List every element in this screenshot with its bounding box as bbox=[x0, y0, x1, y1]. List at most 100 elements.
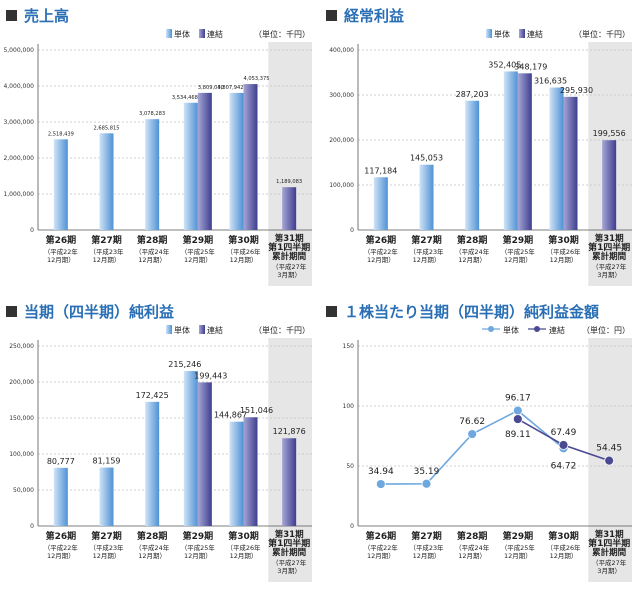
data-label-single: 76.62 bbox=[459, 417, 485, 427]
net-income-panel: 当期（四半期）純利益 0 50,000 100,000 150,000 200,000 2… bbox=[0, 296, 314, 588]
y-tick-label: 50,000 bbox=[13, 487, 34, 494]
unit-label: （単位：円） bbox=[582, 325, 630, 335]
category-sublabel: （平成26年 bbox=[227, 247, 261, 256]
category-sublabel: （平成24年 bbox=[135, 543, 169, 552]
y-tick-label: 200,000 bbox=[9, 379, 34, 386]
category-sublabel: （平成24年 bbox=[455, 543, 489, 552]
ordinary-income-chart: 0 100,000 200,000 300,000 400,000 単体 連結 （単位：千円）… bbox=[329, 29, 632, 286]
category-label: 第29期 bbox=[183, 234, 214, 246]
legend-cons-swatch bbox=[199, 29, 205, 38]
data-label-consolidated: 199,443 bbox=[194, 371, 227, 380]
bar-single bbox=[549, 87, 564, 230]
data-label-consolidated: 4,053,375 bbox=[244, 76, 270, 82]
bar-single bbox=[99, 467, 114, 526]
category-label: 累計期間 bbox=[592, 547, 626, 558]
current-period-shade bbox=[268, 42, 312, 286]
category-label: 第31期 bbox=[275, 233, 304, 244]
point-single bbox=[512, 405, 523, 416]
data-label-single: 64.72 bbox=[551, 461, 577, 471]
square-bullet-icon bbox=[6, 10, 17, 21]
category-sublabel: 12月期） bbox=[458, 256, 486, 264]
category-sublabel: （平成27年 bbox=[272, 558, 306, 567]
category-sublabel: 12月期） bbox=[367, 552, 395, 560]
data-label-single: 3,807,942 bbox=[218, 85, 244, 91]
eps-panel: １株当たり当期（四半期）純利益金額 0 50 100 150 単体 連結 （単位：円） 第26… bbox=[320, 296, 634, 588]
panel-title-text: １株当たり当期（四半期）純利益金額 bbox=[344, 303, 600, 321]
category-sublabel: 3月期） bbox=[597, 567, 621, 575]
unit-label: （単位：千円） bbox=[574, 29, 630, 39]
bar-single bbox=[465, 100, 480, 230]
data-label-single: 144,867 bbox=[214, 411, 247, 420]
bar-single bbox=[229, 421, 244, 526]
category-sublabel: 12月期） bbox=[230, 552, 258, 560]
data-label-consolidated: 151,046 bbox=[240, 406, 273, 415]
data-label-single: 316,635 bbox=[534, 77, 567, 86]
y-tick-label: 100,000 bbox=[9, 451, 34, 458]
category-sublabel: （平成26年 bbox=[547, 543, 581, 552]
y-tick-label: 400,000 bbox=[329, 47, 354, 54]
data-label-consolidated: 67.49 bbox=[551, 428, 577, 438]
y-tick-label: 150 bbox=[343, 343, 355, 350]
category-label: 第31期 bbox=[595, 233, 624, 244]
net-sales-panel: 売上高 0 1,000,000 2,000,000 3,000,000 4,000,00… bbox=[0, 0, 314, 292]
data-label-single: 34.94 bbox=[368, 467, 394, 477]
category-sublabel: 12月期） bbox=[413, 552, 441, 560]
category-sublabel: （平成23年 bbox=[90, 247, 124, 256]
ordinary-income-title: 経常利益 bbox=[326, 5, 404, 26]
category-sublabel: 12月期） bbox=[93, 256, 121, 264]
category-sublabel: 3月期） bbox=[277, 567, 301, 575]
data-label-consolidated: 1,189,083 bbox=[276, 179, 302, 185]
data-label-single: 35.19 bbox=[414, 467, 440, 477]
square-bullet-icon bbox=[326, 306, 337, 317]
y-tick-label: 100,000 bbox=[329, 182, 354, 189]
category-label: 第28期 bbox=[137, 530, 168, 542]
y-tick-label: 300,000 bbox=[329, 92, 354, 99]
data-label-consolidated: 3,809,040 bbox=[198, 85, 224, 91]
net-sales-chart: 0 1,000,000 2,000,000 3,000,000 4,000,000 5,0… bbox=[3, 29, 312, 286]
data-label-single: 96.17 bbox=[505, 394, 531, 404]
category-label: 第26期 bbox=[366, 530, 397, 542]
data-label-single: 3,534,468 bbox=[172, 95, 198, 101]
category-sublabel: （平成25年 bbox=[501, 247, 535, 256]
category-label: 第29期 bbox=[503, 530, 534, 542]
category-sublabel: （平成23年 bbox=[410, 543, 444, 552]
legend-single-swatch bbox=[166, 29, 172, 38]
category-sublabel: 12月期） bbox=[550, 552, 578, 560]
bar-single bbox=[503, 71, 518, 230]
legend-cons-marker bbox=[534, 326, 540, 332]
category-sublabel: （平成22年 bbox=[364, 247, 398, 256]
bar-consolidated bbox=[517, 73, 532, 230]
category-label: 第1四半期 bbox=[588, 538, 631, 549]
category-label: 累計期間 bbox=[272, 547, 306, 558]
bar-single bbox=[183, 102, 198, 230]
category-sublabel: （平成25年 bbox=[181, 543, 215, 552]
category-sublabel: 12月期） bbox=[47, 552, 75, 560]
legend-single-swatch bbox=[166, 325, 172, 334]
category-sublabel: 12月期） bbox=[413, 256, 441, 264]
point-consolidated bbox=[558, 440, 569, 450]
category-label: 第29期 bbox=[183, 530, 214, 542]
legend-cons-label: 連結 bbox=[207, 29, 223, 39]
data-label-single: 287,203 bbox=[456, 90, 489, 99]
data-label-consolidated: 89.11 bbox=[505, 430, 531, 440]
data-label-single: 215,246 bbox=[168, 360, 201, 369]
data-label-consolidated: 295,930 bbox=[560, 86, 593, 95]
data-label-single: 80,777 bbox=[47, 457, 75, 466]
category-label: 第1四半期 bbox=[268, 242, 311, 253]
category-label: 第28期 bbox=[457, 234, 488, 246]
y-tick-label: 200,000 bbox=[329, 137, 354, 144]
bar-consolidated bbox=[243, 84, 258, 231]
square-bullet-icon bbox=[326, 10, 337, 21]
category-sublabel: 12月期） bbox=[138, 256, 166, 264]
category-sublabel: （平成24年 bbox=[135, 247, 169, 256]
bar-consolidated bbox=[197, 92, 212, 230]
data-label-single: 117,184 bbox=[364, 166, 397, 175]
net-sales-title: 売上高 bbox=[6, 5, 69, 26]
bar-consolidated bbox=[602, 140, 617, 230]
bar-consolidated bbox=[563, 96, 578, 230]
bar-single bbox=[145, 401, 160, 526]
category-label: 第30期 bbox=[548, 234, 579, 246]
data-label-single: 81,159 bbox=[93, 457, 121, 466]
net-income-chart: 0 50,000 100,000 150,000 200,000 250,000 単体 連結 （… bbox=[9, 325, 312, 582]
y-tick-label: 0 bbox=[350, 227, 354, 234]
